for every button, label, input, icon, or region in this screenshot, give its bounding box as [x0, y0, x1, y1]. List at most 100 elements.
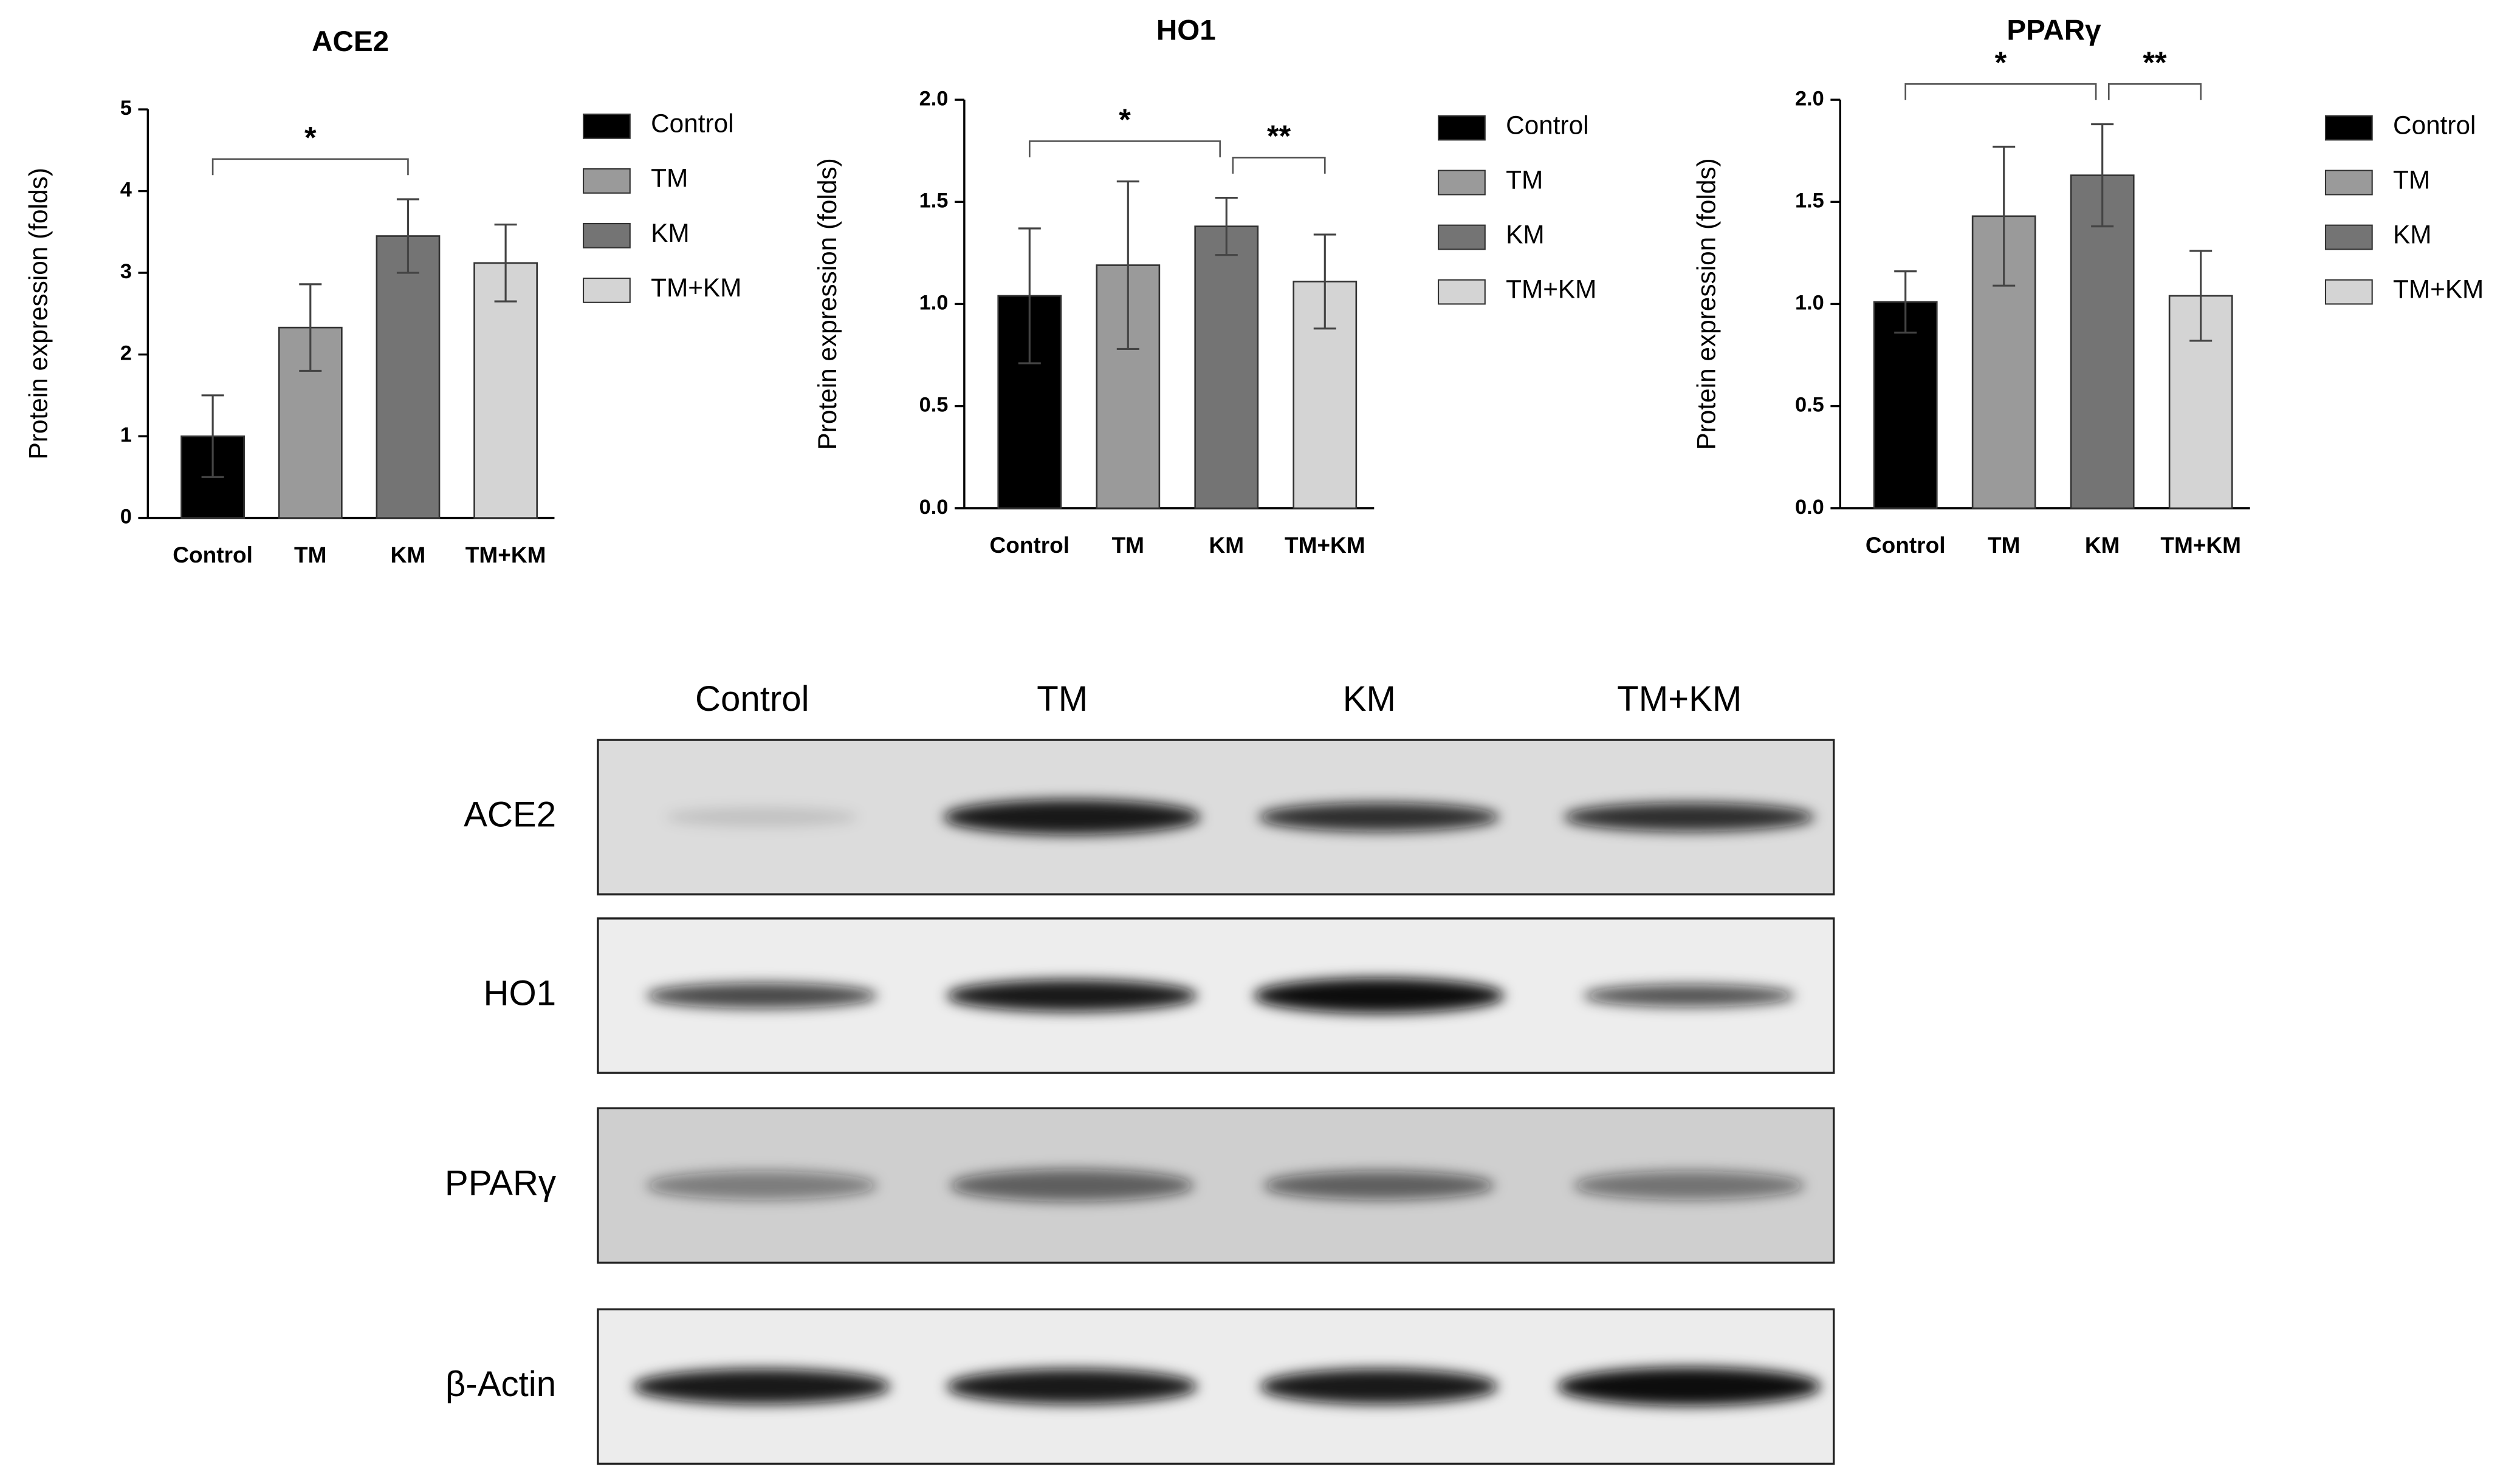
legend-swatch — [2324, 224, 2373, 250]
y-tick-label: 1 — [120, 423, 132, 447]
blot-band — [665, 807, 859, 827]
legend-label: TM — [2393, 165, 2430, 194]
y-tick-label: 2.0 — [1795, 87, 1824, 110]
blot-bands — [646, 1169, 1805, 1202]
y-tick-label: 0.5 — [1795, 394, 1824, 417]
blot-bands — [633, 1367, 1821, 1406]
row-label: PPARγ — [445, 1163, 556, 1203]
blot-band — [1557, 1367, 1821, 1406]
x-tick-label: TM+KM — [465, 542, 546, 567]
blot-bands — [646, 977, 1796, 1014]
legend-swatch — [582, 168, 631, 194]
x-tick-label: TM — [294, 542, 326, 567]
y-tick-label: 0.0 — [1795, 496, 1824, 519]
legend-swatch — [1438, 224, 1486, 250]
legend-label: Control — [651, 109, 733, 138]
error-bar — [1116, 180, 1139, 350]
error-bar — [1018, 227, 1041, 364]
x-tick-label: KM — [1209, 532, 1245, 558]
significance-label: * — [1119, 102, 1131, 137]
error-bar — [1993, 145, 2016, 287]
blot-band — [1260, 1369, 1498, 1405]
y-tick-label: 1.5 — [919, 189, 949, 212]
legend-label: Control — [2393, 111, 2476, 139]
y-tick-label: 2 — [120, 342, 132, 365]
x-tick-label: KM — [391, 542, 426, 567]
blot-band — [943, 799, 1201, 835]
significance-bracket — [1028, 140, 1221, 157]
blot-band — [1258, 803, 1500, 832]
x-tick-label: TM+KM — [1285, 532, 1365, 558]
lane-label: TM+KM — [1617, 679, 1742, 719]
bar — [1194, 225, 1259, 510]
y-tick-label: 0.5 — [919, 394, 949, 417]
y-tick-label: 0.0 — [919, 496, 949, 519]
x-tick-label: KM — [2085, 532, 2120, 558]
x-tick-label: TM+KM — [2160, 532, 2241, 558]
y-tick-label: 1.0 — [919, 292, 949, 315]
bar — [2070, 174, 2135, 510]
x-tick-label: Control — [990, 532, 1070, 558]
legend-swatch — [582, 278, 631, 303]
legend-label: KM — [1506, 220, 1544, 248]
error-bar — [1313, 233, 1336, 330]
significance-label: ** — [2143, 45, 2167, 80]
y-axis-label: Protein expression (folds) — [1692, 158, 1721, 450]
blot-band — [1573, 1171, 1805, 1200]
error-bar — [2091, 123, 2114, 228]
y-axis-label: Protein expression (folds) — [24, 168, 52, 459]
blot-band — [946, 1369, 1198, 1405]
lane-label: KM — [1343, 679, 1396, 719]
legend-label: TM — [1506, 165, 1543, 194]
y-axis-label: Protein expression (folds) — [813, 158, 842, 450]
blot-band — [646, 1171, 878, 1200]
legend-label: TM+KM — [651, 273, 741, 302]
chart-title: ACE2 — [312, 26, 389, 58]
x-tick-label: Control — [1866, 532, 1946, 558]
y-tick-label: 3 — [120, 260, 132, 283]
row-label: β-Actin — [445, 1364, 556, 1404]
blot-band — [1583, 984, 1796, 1007]
blot-band — [1253, 977, 1505, 1014]
blot-band — [646, 982, 878, 1009]
y-tick-label: 1.0 — [1795, 292, 1824, 315]
bar — [376, 235, 441, 519]
legend-swatch — [582, 113, 631, 139]
y-tick-label: 5 — [120, 97, 132, 120]
chart-title: PPARγ — [2007, 15, 2101, 47]
y-tick-label: 4 — [120, 179, 132, 202]
blot-band — [633, 1369, 891, 1405]
legend-label: TM+KM — [1506, 275, 1596, 303]
blot-bands — [665, 799, 1814, 835]
bar — [473, 262, 538, 519]
lane-label: TM — [1037, 679, 1088, 719]
error-bar — [1215, 196, 1238, 256]
blot-band — [1564, 803, 1814, 832]
x-tick-label: TM — [1112, 532, 1144, 558]
error-bar — [299, 283, 322, 372]
chart-title: HO1 — [1156, 15, 1216, 47]
error-bar — [201, 394, 224, 478]
bar — [1873, 301, 1938, 510]
y-tick-label: 0 — [120, 505, 132, 529]
legend-swatch — [1438, 115, 1486, 141]
row-label: ACE2 — [464, 795, 556, 834]
y-tick-label: 2.0 — [919, 87, 949, 110]
blot-band — [1263, 1171, 1495, 1200]
legend-swatch — [2324, 279, 2373, 305]
lane-label: Control — [695, 679, 809, 719]
legend-label: TM — [651, 164, 688, 193]
legend-swatch — [2324, 115, 2373, 141]
significance-bracket — [211, 158, 409, 176]
error-bar — [494, 224, 517, 303]
y-tick-label: 1.5 — [1795, 189, 1824, 212]
error-bar — [1894, 270, 1917, 334]
x-tick-label: Control — [173, 542, 253, 567]
legend-label: Control — [1506, 111, 1588, 139]
legend-label: KM — [2393, 220, 2431, 248]
row-label: HO1 — [483, 973, 556, 1013]
blot-band — [946, 979, 1198, 1012]
significance-bracket — [2107, 83, 2202, 100]
